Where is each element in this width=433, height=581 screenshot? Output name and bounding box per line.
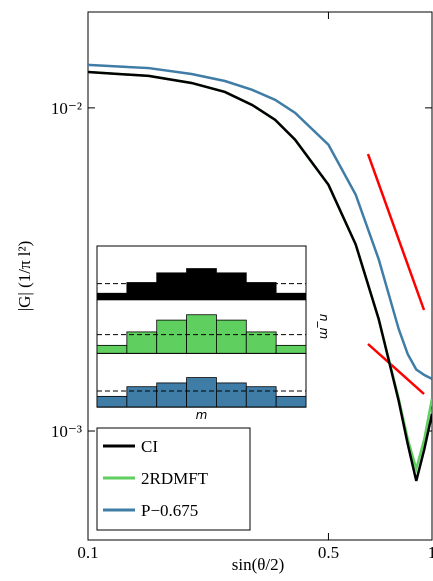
inset-bar (275, 344, 307, 354)
line-series (88, 63, 432, 380)
inset-bar (96, 292, 128, 301)
legend-label: P−0.675 (141, 501, 198, 520)
y-axis-label: |G| (1/π l²) (15, 241, 34, 312)
x-tick-label: 0.5 (318, 543, 339, 562)
inset-bar (126, 331, 158, 354)
inset-bar (126, 282, 158, 301)
inset-bar (245, 386, 277, 408)
line-series (88, 70, 432, 482)
x-axis-label: sin(θ/2) (232, 555, 285, 574)
inset-bar (216, 272, 247, 301)
inset-bar (245, 282, 277, 301)
legend-label: CI (141, 437, 158, 456)
legend-label: 2RDMFT (141, 469, 209, 488)
inset-bar (186, 268, 217, 301)
inset-bar (156, 319, 187, 354)
y-tick-label: 10⁻² (51, 99, 82, 118)
inset-bar (275, 292, 307, 301)
inset-y-label: n_m (317, 314, 331, 339)
inset-bar (275, 395, 307, 408)
y-tick-label: 10⁻³ (51, 422, 82, 441)
x-tick-label: 1 (428, 543, 433, 562)
inset-bar (216, 319, 247, 354)
slope-guide (367, 343, 425, 395)
inset-bar (186, 314, 217, 354)
inset-bar (156, 272, 187, 301)
inset-x-label: m (196, 408, 208, 422)
inset-bar (96, 344, 128, 354)
inset-bar (216, 382, 247, 408)
inset-bar (245, 331, 277, 354)
inset-bar (126, 386, 158, 408)
inset-bar (186, 377, 217, 408)
x-tick-label: 0.1 (77, 543, 98, 562)
inset-bar (96, 395, 128, 408)
slope-guide (366, 153, 426, 311)
inset-bar (156, 382, 187, 408)
